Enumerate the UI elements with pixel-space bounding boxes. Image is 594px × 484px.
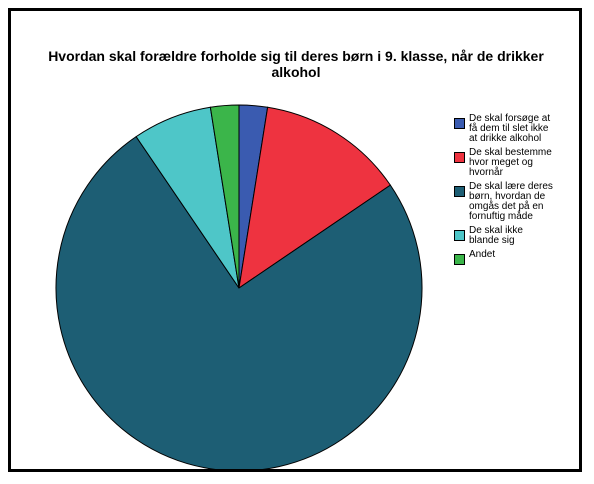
pie-slice [238,106,392,290]
legend-item: De skal bestemme hvor meget og hvornår [454,148,569,178]
legend-item: Andet [454,250,569,265]
chart: Hvordan skal forældre forholde sig til d… [8,8,582,472]
legend-item: De skal forsøge at få dem til slet ikke … [454,114,569,144]
legend-label: Andet [469,249,496,260]
legend-item: De skal lære deres børn, hvordan de omgå… [454,182,569,222]
pie-slice [209,104,240,289]
legend-label: De skal forsøge at få dem til slet ikke … [469,113,551,144]
legend-label: De skal lære deres børn, hvordan de omgå… [469,181,553,222]
legend: De skal forsøge at få dem til slet ikke … [454,114,569,269]
pie-slice [55,135,423,469]
legend-swatch [454,186,465,197]
legend-swatch [454,152,465,163]
legend-item: De skal ikke blande sig [454,226,569,246]
chart-title: Hvordan skal forældre forholde sig til d… [48,48,544,80]
legend-swatch [454,254,465,265]
legend-swatch [454,230,465,241]
legend-label: De skal ikke blande sig [469,225,523,246]
legend-label: De skal bestemme hvor meget og hvornår [469,147,552,178]
legend-swatch [454,118,465,129]
pie-plot [55,104,423,469]
